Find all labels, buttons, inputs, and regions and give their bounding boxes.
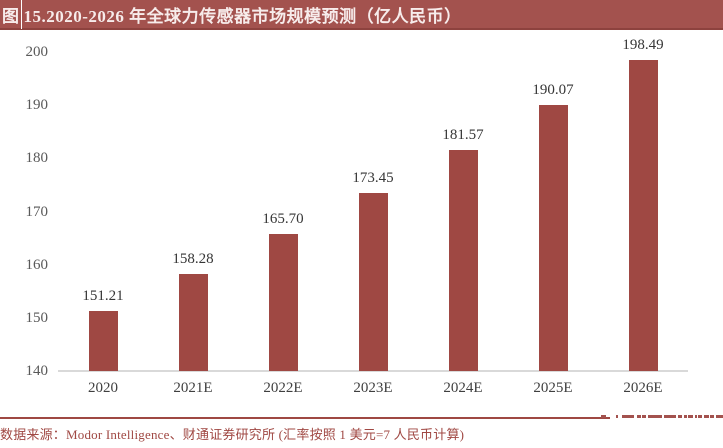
- y-tick-label: 190: [25, 97, 49, 114]
- watermark-fragment: [684, 415, 687, 418]
- watermark-fragment: [622, 415, 634, 418]
- watermark-fragment: [695, 415, 697, 418]
- x-tick-label: 2021E: [173, 380, 213, 396]
- bar-value-label: 173.45: [352, 170, 394, 187]
- y-tick-label: 160: [25, 256, 49, 273]
- watermark-fragment: [698, 415, 702, 418]
- x-tick-label: 2025E: [533, 380, 573, 396]
- watermark-fragment: [642, 415, 646, 418]
- bar: [178, 273, 208, 371]
- y-tick-label: 140: [25, 363, 49, 379]
- bar: [88, 311, 118, 371]
- bar: [628, 60, 658, 371]
- page-title: 15.2020-2026 年全球力传感器市场规模预测（亿人民币）: [23, 6, 462, 26]
- watermark-fragment: [678, 415, 682, 418]
- y-tick-label: 170: [25, 203, 49, 220]
- bar-value-label: 158.28: [172, 250, 214, 267]
- x-tick-label: 2022E: [263, 380, 303, 396]
- figure-title-bar: 图 15.2020-2026 年全球力传感器市场规模预测（亿人民币）: [0, 0, 723, 30]
- watermark-fragment: [616, 415, 618, 418]
- watermark-fragment: [704, 415, 709, 418]
- bar: [268, 234, 298, 371]
- watermark-fragment: [637, 415, 641, 418]
- y-tick-label: 180: [25, 150, 49, 167]
- bar-value-label: 151.21: [82, 288, 124, 305]
- x-tick-label: 2023E: [353, 380, 393, 396]
- x-tick-label: 2026E: [623, 380, 663, 396]
- title-divider: [20, 0, 22, 29]
- bar: [538, 104, 568, 371]
- bar-value-label: 190.07: [532, 81, 574, 98]
- bar: [448, 149, 478, 371]
- watermark-fragment: [601, 415, 606, 418]
- source-note: 数据来源：Modor Intelligence、财通证券研究所 (汇率按照 1 …: [0, 427, 465, 442]
- watermark-fragment: [664, 415, 676, 418]
- footer-rule: [0, 417, 610, 419]
- watermark-fragment: [688, 415, 693, 418]
- bar-value-label: 181.57: [442, 126, 484, 143]
- x-axis-line: [58, 370, 688, 372]
- x-tick-label: 2024E: [443, 380, 483, 396]
- y-tick-label: 200: [25, 44, 49, 60]
- figure-label-prefix: 图: [2, 6, 20, 26]
- bar-value-label: 198.49: [622, 37, 664, 54]
- bar-value-label: 165.70: [262, 211, 304, 228]
- x-tick-label: 2020: [88, 380, 118, 396]
- watermark-fragment: [710, 415, 714, 418]
- y-tick-label: 150: [25, 309, 49, 326]
- bar: [358, 193, 388, 371]
- watermark-fragment: [716, 415, 723, 418]
- watermark-fragment: [648, 415, 662, 418]
